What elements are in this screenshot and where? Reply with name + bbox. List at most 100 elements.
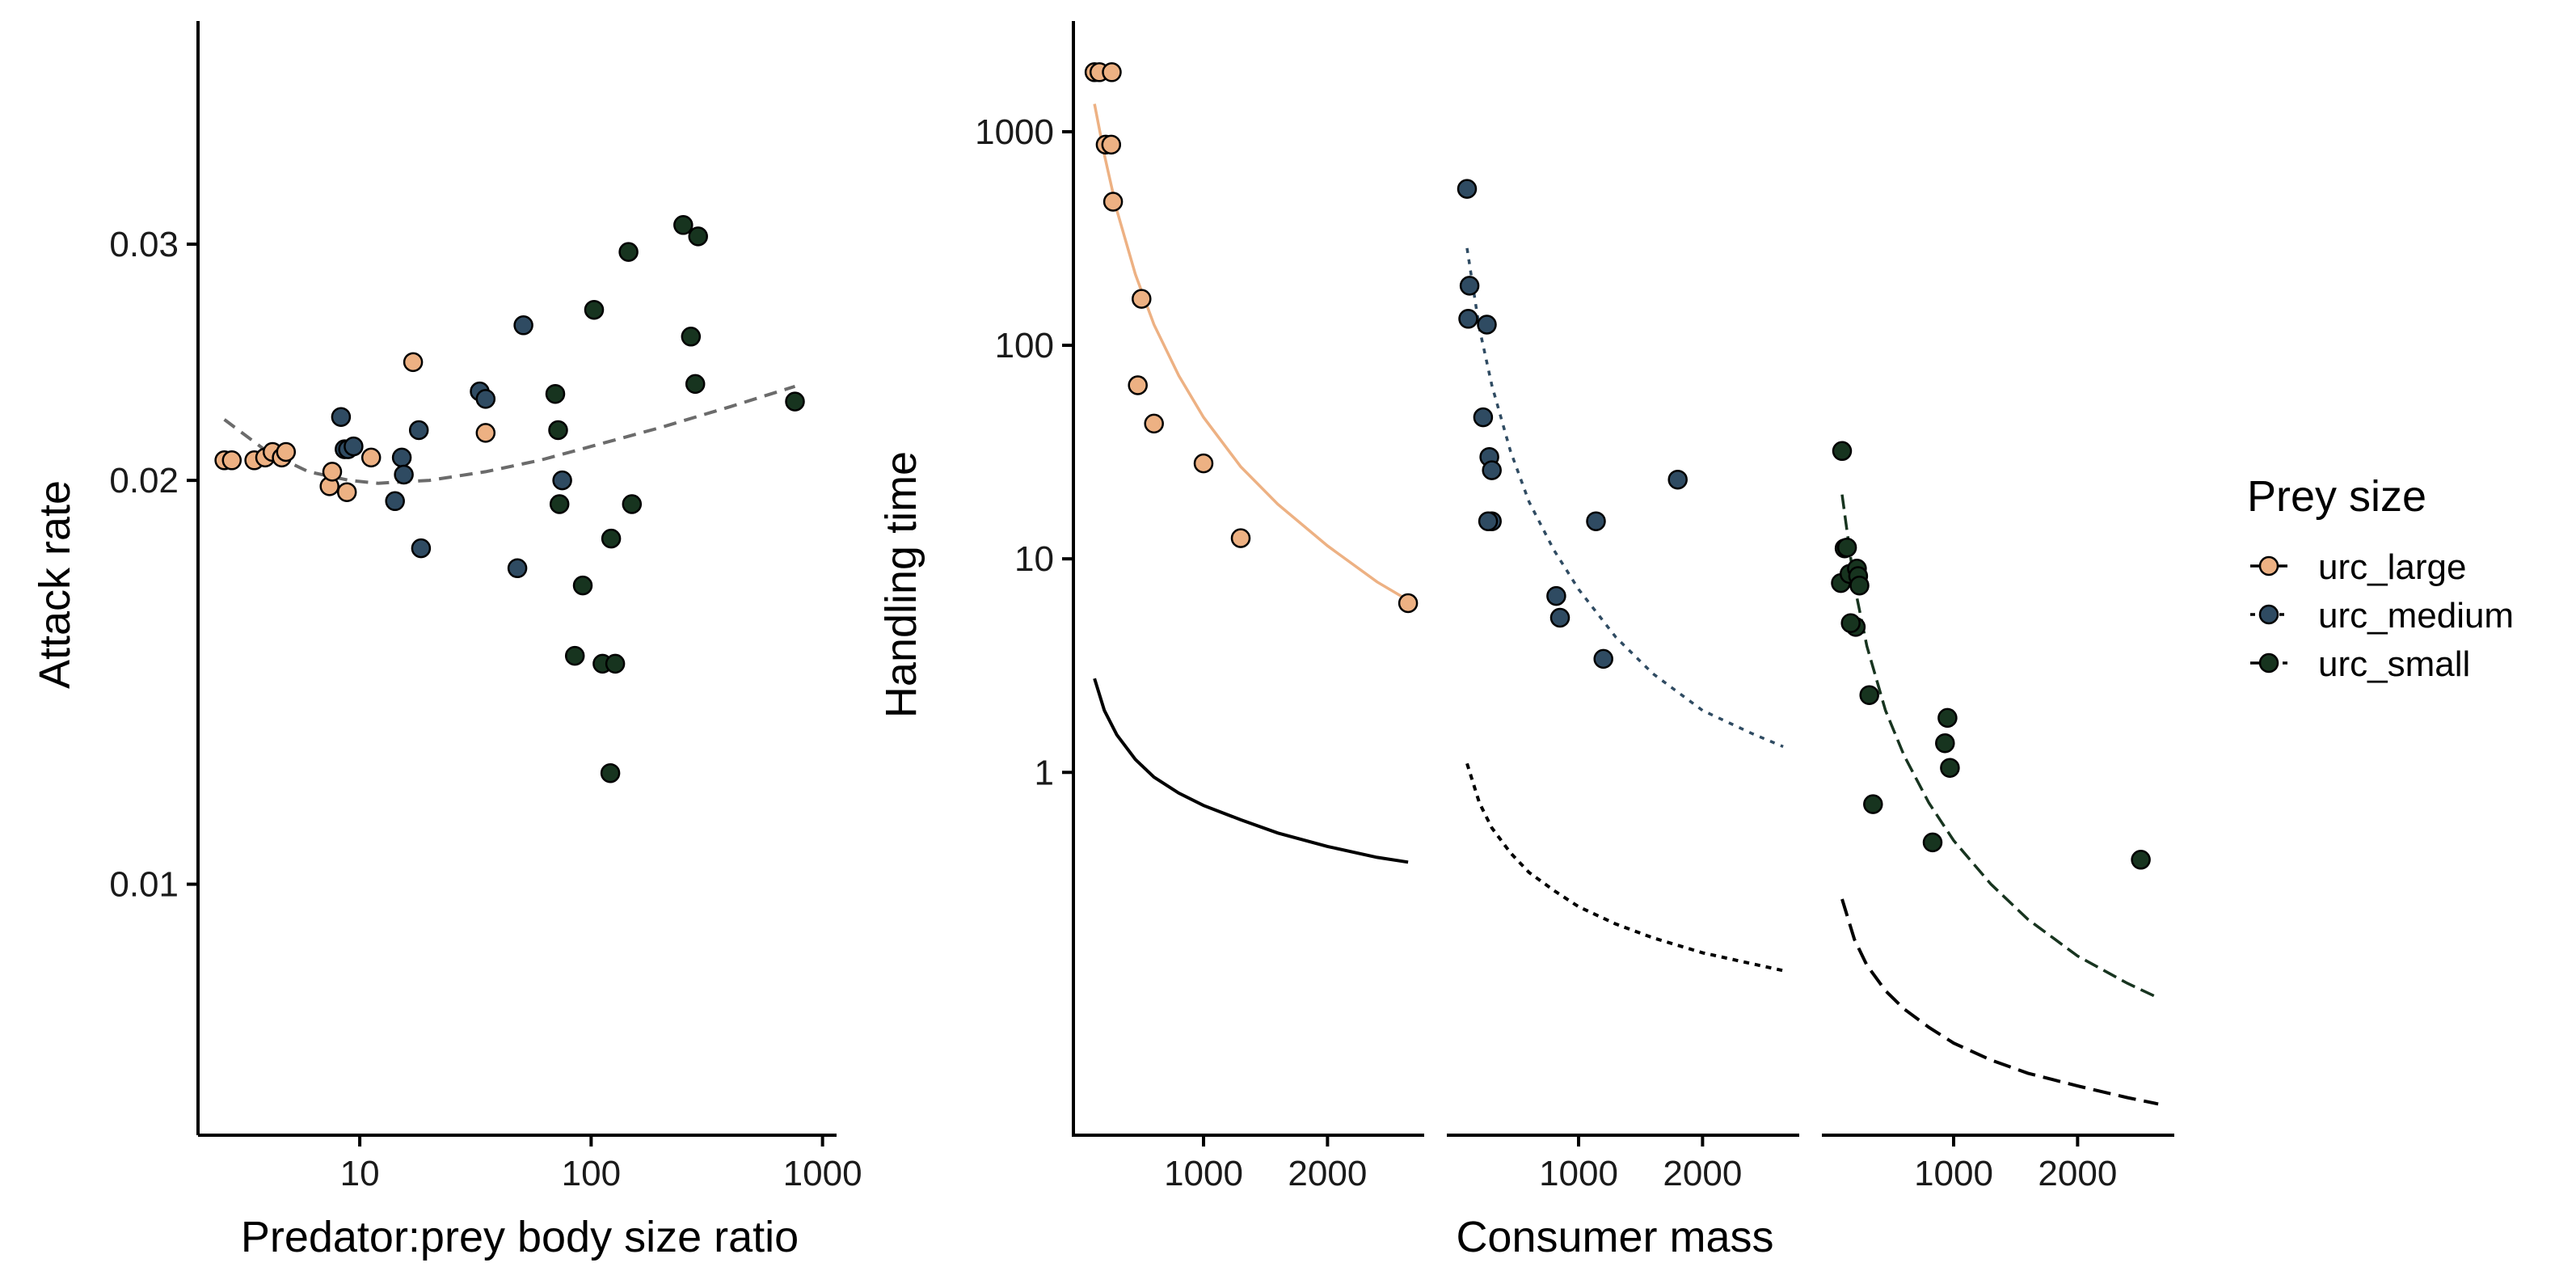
attack-rate-point-urc_medium	[344, 436, 364, 457]
handling-time-point-urc_medium	[1586, 511, 1606, 531]
handling-time-point-urc_small	[1836, 537, 1857, 558]
attack-rate-y-tick-label: 0.02	[109, 461, 179, 500]
attack-rate-x-tick-label: 1000	[783, 1154, 862, 1193]
attack-rate-x-axis-title: Predator:prey body size ratio	[241, 1213, 799, 1261]
handling-time-point-urc_small	[1937, 707, 1958, 728]
attack-rate-point-urc_medium	[394, 464, 414, 485]
attack-rate-trend-line	[223, 384, 796, 485]
handling-time-point-urc_medium	[1473, 407, 1494, 428]
handling-time-marks	[1084, 62, 2159, 1106]
attack-rate-point-urc_small	[572, 575, 593, 596]
attack-rate-point-urc_medium	[408, 420, 429, 441]
legend-label-urc_large: urc_large	[2318, 547, 2466, 587]
attack-rate-point-urc_small	[584, 299, 605, 320]
attack-rate-point-urc_large	[360, 447, 382, 468]
handling-time-fit-line-urc_large	[1093, 103, 1409, 602]
handling-time-point-urc_large	[1230, 528, 1251, 548]
handling-time-fit-line-urc_small	[1840, 494, 2159, 999]
handling-time-point-urc_small	[1922, 832, 1943, 853]
attack-rate-point-urc_small	[548, 420, 568, 441]
legend-label-urc_small: urc_small	[2318, 644, 2470, 684]
handling-time-point-urc_small	[1859, 685, 1879, 705]
attack-rate-point-urc_large	[336, 482, 357, 502]
attack-rate-point-urc_medium	[385, 491, 405, 512]
handling-time-x-tick-label: 1000	[1539, 1154, 1618, 1193]
handling-time-axes: 1000 2000 1000 2000 1000 2000 1 10 100 1000	[975, 21, 2174, 1193]
attack-rate-point-urc_medium	[475, 389, 496, 409]
attack-rate-point-urc_large	[403, 352, 424, 373]
attack-rate-axes: 10 100 1000 0.01 0.02 0.03	[109, 21, 862, 1193]
attack-rate-point-urc_small	[622, 494, 643, 514]
handling-time-fit-line-urc_medium	[1465, 247, 1784, 749]
attack-rate-point-urc_small	[600, 762, 621, 783]
attack-rate-point-urc_small	[545, 383, 566, 404]
handling-time-point-urc_small	[1935, 733, 1955, 754]
attack-rate-point-urc_large	[475, 423, 496, 443]
handling-time-y-tick-label: 1	[1035, 753, 1054, 792]
attack-rate-y-tick-label: 0.01	[109, 865, 179, 905]
attack-rate-point-urc_small	[673, 215, 694, 235]
handling-time-point-urc_medium	[1482, 460, 1502, 480]
handling-time-reference-line-urc_medium	[1465, 762, 1784, 973]
attack-rate-x-tick-label: 10	[340, 1154, 380, 1193]
handling-time-point-urc_medium	[1478, 511, 1499, 531]
handling-time-x-tick-label: 1000	[1164, 1154, 1243, 1193]
legend-entries: urc_large urc_medium urc_small	[2250, 547, 2514, 684]
attack-rate-marks	[214, 215, 805, 783]
handling-time-point-urc_medium	[1458, 309, 1478, 329]
attack-rate-point-urc_medium	[391, 447, 412, 468]
handling-time-x-tick-label: 2000	[1288, 1154, 1367, 1193]
handling-time-reference-line-urc_small	[1840, 898, 2159, 1106]
handling-time-point-urc_large	[1132, 289, 1152, 309]
legend-key-point-urc_small	[2258, 652, 2279, 674]
handling-time-point-urc_small	[1849, 575, 1870, 596]
handling-time-point-urc_large	[1102, 62, 1122, 82]
attack-rate-x-tick-label: 100	[562, 1154, 621, 1193]
handling-time-x-axis-title: Consumer mass	[1456, 1213, 1773, 1261]
attack-rate-point-urc_large	[322, 462, 343, 482]
handling-time-point-urc_small	[1840, 613, 1861, 633]
handling-time-point-urc_large	[1101, 134, 1122, 155]
attack-rate-plot: 10 100 1000 0.01 0.02 0.03 Predator:prey body…	[31, 21, 862, 1261]
attack-rate-point-urc_small	[685, 374, 706, 395]
handling-time-point-urc_large	[1398, 593, 1419, 614]
attack-rate-point-urc_small	[785, 391, 805, 412]
handling-time-y-tick-label: 1000	[975, 112, 1054, 152]
attack-rate-point-urc_small	[601, 528, 622, 549]
handling-time-point-urc_small	[2131, 850, 2151, 870]
attack-rate-y-tick-label: 0.03	[109, 225, 179, 264]
attack-rate-point-urc_large	[221, 450, 242, 471]
attack-rate-y-axis-title: Attack rate	[31, 480, 79, 689]
handling-time-x-tick-label: 2000	[1663, 1154, 1742, 1193]
handling-time-point-urc_medium	[1593, 648, 1613, 669]
attack-rate-point-urc_medium	[552, 470, 572, 491]
handling-time-x-tick-label: 2000	[2038, 1154, 2117, 1193]
attack-rate-point-urc_medium	[513, 315, 533, 336]
handling-time-point-urc_large	[1144, 413, 1164, 434]
handling-time-y-axis-title: Handling time	[877, 451, 925, 718]
legend-label-urc_medium: urc_medium	[2318, 596, 2514, 636]
handling-time-point-urc_large	[1128, 375, 1148, 395]
legend: Prey size urc_large urc_medium urc_small	[2247, 472, 2514, 684]
attack-rate-point-urc_large	[276, 441, 297, 462]
handling-time-point-urc_large	[1102, 192, 1124, 212]
handling-time-point-urc_small	[1863, 794, 1883, 814]
legend-key-point-urc_medium	[2258, 604, 2279, 625]
legend-key-point-urc_large	[2258, 555, 2279, 576]
handling-time-point-urc_medium	[1667, 469, 1688, 490]
attack-rate-point-urc_small	[681, 327, 702, 347]
handling-time-reference-line-urc_large	[1093, 678, 1409, 864]
attack-rate-point-urc_small	[688, 226, 708, 247]
handling-time-point-urc_medium	[1457, 179, 1478, 199]
handling-time-x-tick-label: 1000	[1914, 1154, 1993, 1193]
handling-time-y-tick-label: 10	[1014, 539, 1054, 579]
handling-time-point-urc_medium	[1549, 607, 1570, 628]
attack-rate-point-urc_medium	[331, 407, 352, 427]
legend-title: Prey size	[2247, 472, 2426, 521]
handling-time-point-urc_medium	[1459, 276, 1480, 296]
attack-rate-point-urc_small	[549, 494, 570, 514]
attack-rate-point-urc_medium	[411, 538, 432, 559]
handling-time-point-urc_medium	[1546, 585, 1566, 606]
attack-rate-point-urc_small	[605, 653, 626, 674]
